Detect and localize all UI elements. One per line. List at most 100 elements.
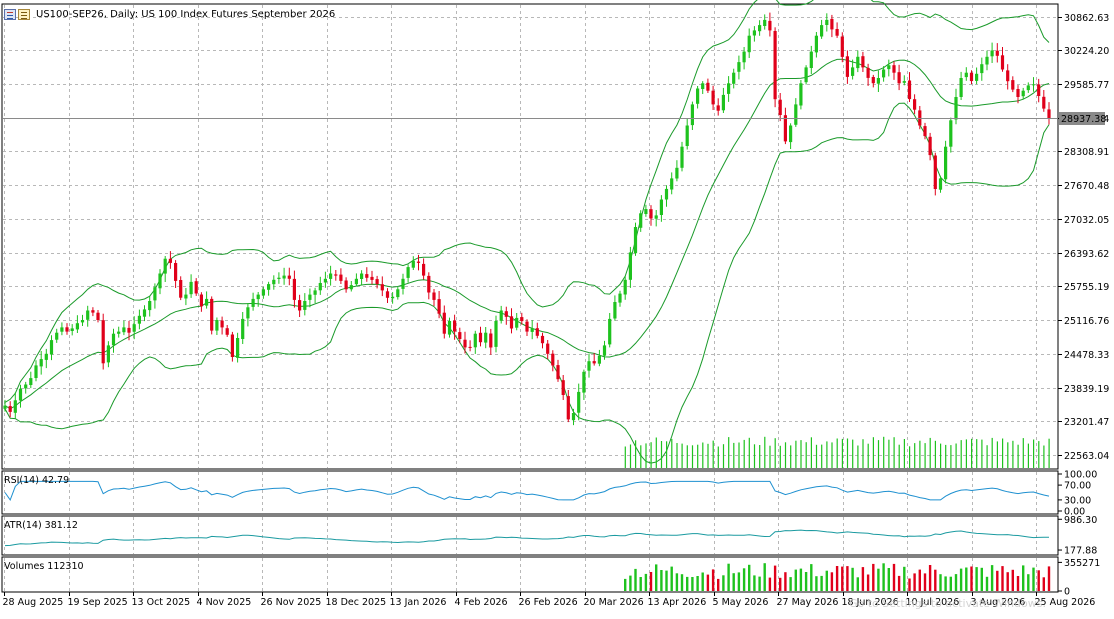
- candle: [179, 276, 183, 301]
- candle-body: [602, 345, 607, 356]
- candle: [220, 316, 224, 335]
- price-tick-label: 25755.19: [1064, 282, 1109, 293]
- candle-body: [623, 279, 627, 295]
- candle: [618, 290, 622, 307]
- price-pane-volume-bar: [784, 442, 787, 468]
- candle: [649, 205, 653, 226]
- volume-bar: [722, 575, 725, 591]
- candle-body: [861, 56, 865, 68]
- volume-bar: [794, 569, 797, 591]
- candle-body: [411, 260, 415, 268]
- candle: [18, 384, 23, 408]
- candle: [473, 330, 477, 354]
- candle-body: [727, 83, 731, 94]
- price-pane-volume-bar: [852, 439, 854, 468]
- candle-body: [391, 296, 395, 299]
- candle: [158, 269, 162, 295]
- candle-body: [742, 51, 746, 63]
- price-pane-volume-bar: [1048, 438, 1050, 468]
- candle-body: [716, 105, 720, 111]
- atr-tick-label: 177.88: [1064, 546, 1097, 557]
- candle-body: [303, 301, 307, 310]
- price-pane-volume-bar: [1033, 439, 1035, 468]
- candle-body: [101, 320, 105, 364]
- rsi-tick-label: 70.00: [1064, 481, 1091, 492]
- candle-body: [515, 317, 519, 328]
- candle: [298, 294, 302, 317]
- candle-body: [809, 51, 813, 68]
- price-pane-volume-bar: [888, 439, 890, 468]
- candle-body: [478, 332, 483, 343]
- time-tick-label: 4 Feb 2026: [455, 597, 508, 608]
- rsi-tick-label: 30.00: [1064, 495, 1091, 506]
- candle: [928, 132, 932, 161]
- candle: [690, 101, 694, 130]
- candle-body: [75, 323, 79, 330]
- candle-body: [86, 310, 90, 320]
- candle-body: [923, 126, 927, 137]
- candle: [24, 381, 28, 394]
- time-tick-label: 13 Oct 2025: [132, 597, 191, 608]
- candle: [804, 65, 808, 85]
- candle: [499, 305, 503, 324]
- price-pane-volume-bar: [821, 444, 823, 468]
- candle-body: [163, 258, 167, 274]
- volume-bar: [711, 569, 715, 591]
- candle: [396, 287, 400, 300]
- price-pane-volume-bar: [733, 442, 735, 468]
- candle: [401, 273, 405, 295]
- volume-bar: [835, 566, 839, 591]
- chart-properties-icon[interactable]: [4, 8, 16, 20]
- volume-bar: [815, 576, 818, 591]
- price-tick-label: 22563.04: [1064, 451, 1109, 462]
- price-pane-volume-bar: [924, 443, 926, 468]
- price-pane-volume-bar: [697, 444, 699, 468]
- candle: [484, 327, 488, 349]
- candle-body: [1021, 90, 1025, 97]
- price-pane-volume-bar: [660, 441, 663, 468]
- candle: [587, 353, 591, 378]
- candle: [902, 75, 906, 86]
- candle: [887, 59, 891, 77]
- price-pane-volume-bar: [774, 438, 776, 468]
- volume-bar: [1016, 576, 1020, 591]
- candle: [685, 119, 689, 150]
- volume-bar: [980, 567, 983, 591]
- volume-bar: [934, 569, 937, 591]
- candle: [80, 314, 85, 326]
- candle-body: [949, 120, 953, 147]
- symbol-window-icon[interactable]: [18, 8, 30, 20]
- price-pane-volume-bar: [934, 440, 936, 468]
- candle-body: [261, 289, 265, 296]
- candle-body: [13, 400, 17, 413]
- candle-body: [210, 298, 214, 331]
- candle-body: [597, 355, 601, 364]
- candle-body: [701, 83, 705, 89]
- candle: [794, 98, 798, 127]
- candle: [752, 26, 756, 42]
- candle: [592, 353, 596, 366]
- volume-bar: [624, 578, 627, 591]
- candle: [205, 291, 209, 309]
- candle-body: [220, 320, 224, 328]
- candle: [261, 286, 265, 299]
- atr-tick-label: 986.30: [1064, 515, 1097, 526]
- candle-body: [463, 339, 467, 348]
- price-pane-volume-bar: [857, 445, 859, 468]
- volume-bar: [825, 570, 828, 591]
- volume-bar: [954, 574, 958, 591]
- time-tick-label: 3 Aug 2026: [971, 597, 1026, 608]
- price-pane-volume-bar: [914, 443, 916, 468]
- candle: [391, 292, 395, 304]
- candle: [535, 322, 539, 339]
- candle: [747, 28, 751, 58]
- price-tick-label: 24478.33: [1064, 350, 1109, 361]
- candle: [370, 270, 374, 285]
- candle: [416, 254, 421, 271]
- price-pane-volume-bar: [996, 441, 998, 468]
- candle: [1000, 47, 1005, 72]
- candle-body: [706, 82, 710, 91]
- candle-body: [768, 20, 772, 31]
